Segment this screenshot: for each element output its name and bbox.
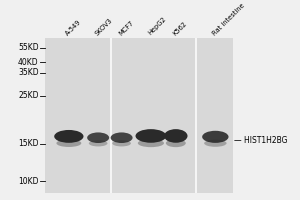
Text: SKOV3: SKOV3 [94,17,113,36]
Ellipse shape [166,139,186,147]
Text: MCF7: MCF7 [117,19,134,36]
Ellipse shape [138,139,164,147]
Ellipse shape [112,140,131,146]
Ellipse shape [56,139,81,147]
Ellipse shape [87,132,109,143]
Ellipse shape [204,140,226,147]
Text: 15KD: 15KD [18,139,39,148]
Text: — HIST1H2BG: — HIST1H2BG [234,136,288,145]
FancyBboxPatch shape [45,38,233,193]
Text: K562: K562 [172,20,188,36]
Ellipse shape [164,129,188,143]
Text: 10KD: 10KD [18,177,39,186]
Text: 35KD: 35KD [18,68,39,77]
Text: 55KD: 55KD [18,43,39,52]
Text: 40KD: 40KD [18,58,39,67]
Ellipse shape [54,130,83,143]
FancyBboxPatch shape [195,38,197,193]
Text: A-549: A-549 [64,18,82,36]
FancyBboxPatch shape [110,38,112,193]
Ellipse shape [89,140,107,146]
Text: HepG2: HepG2 [147,16,167,36]
Ellipse shape [202,131,229,143]
Ellipse shape [111,132,133,143]
Ellipse shape [136,129,166,143]
Text: 25KD: 25KD [18,91,39,100]
Text: Rat intestine: Rat intestine [211,2,245,36]
